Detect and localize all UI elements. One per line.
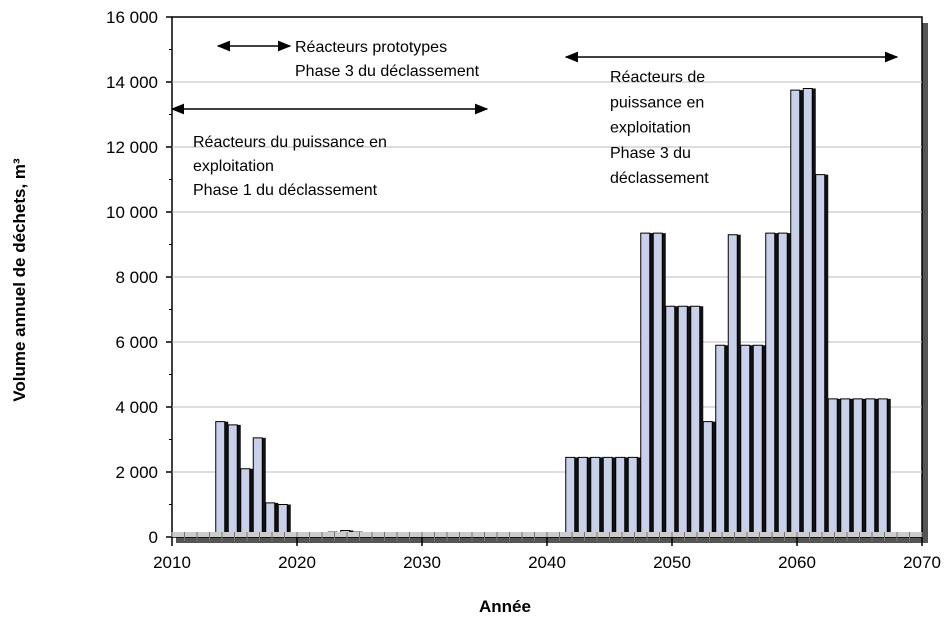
annotation: déclassement: [610, 170, 709, 187]
bar: [852, 398, 863, 538]
x-tick-label: 2040: [528, 553, 566, 572]
bar-shadow: [612, 457, 616, 537]
bar: [740, 344, 751, 538]
bar: [665, 305, 676, 538]
annotation: Phase 3 du: [610, 145, 691, 162]
bar-shadow: [824, 174, 829, 537]
bar-shadow: [649, 233, 654, 537]
bar-shadow: [862, 398, 866, 537]
bar: [727, 234, 738, 538]
bar-shadow: [662, 233, 666, 537]
bar-shadow: [574, 457, 579, 537]
bar: [802, 88, 813, 538]
annotation: Phase 3 du déclassement: [295, 63, 480, 80]
bar-shadow: [874, 398, 879, 537]
bar-shadow: [724, 345, 729, 537]
bar-shadow: [262, 437, 266, 537]
x-tick-label: 2050: [653, 553, 691, 572]
x-axis-title: Année: [479, 597, 531, 616]
annotation: puissance en: [610, 94, 704, 111]
bar: [715, 344, 726, 538]
bar: [840, 398, 851, 538]
x-tick-label: 2010: [153, 553, 191, 572]
bar: [865, 398, 876, 538]
bar: [227, 424, 238, 538]
bar-shadow: [887, 398, 891, 537]
bar-shadow: [587, 457, 591, 537]
bar-shadow: [237, 424, 241, 537]
bar: [790, 89, 801, 538]
bar-shadow: [774, 233, 779, 537]
bar-shadow: [637, 457, 641, 537]
bar-shadow: [687, 306, 691, 537]
x-tick-label: 2060: [778, 553, 816, 572]
bar-shadow: [224, 421, 229, 537]
bar-shadow: [624, 457, 629, 537]
annotation: Réacteurs du puissance en: [193, 134, 387, 151]
bar-shadow: [749, 345, 754, 537]
bar: [652, 232, 663, 538]
y-tick-label: 8 000: [115, 268, 158, 287]
y-tick-label: 12 000: [106, 138, 158, 157]
bar-shadow: [712, 421, 716, 537]
bar-shadow: [737, 234, 741, 537]
x-tick-label: 2070: [903, 553, 941, 572]
bar: [827, 398, 838, 538]
annotation: Réacteurs de: [610, 69, 705, 86]
bars: [177, 88, 891, 538]
bar: [752, 344, 763, 538]
annotation: exploitation: [610, 120, 691, 137]
bar-shadow: [849, 398, 854, 537]
annotation: Phase 1 du déclassement: [193, 182, 378, 199]
bar-shadow: [599, 457, 604, 537]
bar-shadow: [812, 88, 816, 537]
bar: [240, 468, 251, 538]
bar-shadow: [699, 306, 704, 537]
y-tick-label: 14 000: [106, 73, 158, 92]
bar: [602, 456, 613, 538]
bar: [215, 421, 226, 538]
y-tick-label: 16 000: [106, 8, 158, 27]
y-tick-label: 10 000: [106, 203, 158, 222]
bar: [765, 232, 776, 538]
bar: [252, 437, 263, 538]
x-tick-label: 2020: [278, 553, 316, 572]
bar: [777, 232, 788, 538]
bar: [877, 398, 888, 538]
annotation: exploitation: [193, 158, 274, 175]
bar-shadow: [249, 468, 254, 537]
bar: [577, 456, 588, 538]
bar: [690, 305, 701, 538]
bar: [815, 174, 826, 538]
axes: 0 2 000 4 000 6 000 8 000 10 000 12 000 14 000 1…: [106, 8, 941, 572]
y-tick-label: 6 000: [115, 333, 158, 352]
bar: [640, 232, 651, 538]
bar-shadow: [837, 398, 841, 537]
bar-shadow: [787, 233, 791, 537]
bar-shadow: [674, 306, 679, 537]
annotation: Réacteurs prototypes: [295, 39, 447, 56]
y-axis-title: Volume annuel de déchets, m³: [10, 158, 29, 402]
bar-shadow: [274, 502, 279, 537]
bar-shadow: [799, 90, 804, 537]
y-tick-label: 4 000: [115, 398, 158, 417]
y-tick-label: 2 000: [115, 463, 158, 482]
x-tick-label: 2030: [403, 553, 441, 572]
bar-shadow: [762, 345, 766, 537]
bar-shadow: [287, 504, 291, 537]
bar: [627, 456, 638, 538]
bar: [590, 456, 601, 538]
bar: [677, 305, 688, 538]
bar: [565, 456, 576, 538]
y-tick-label: 0: [149, 528, 158, 547]
bar: [265, 502, 276, 538]
bar: [702, 421, 713, 538]
bar: [615, 456, 626, 538]
